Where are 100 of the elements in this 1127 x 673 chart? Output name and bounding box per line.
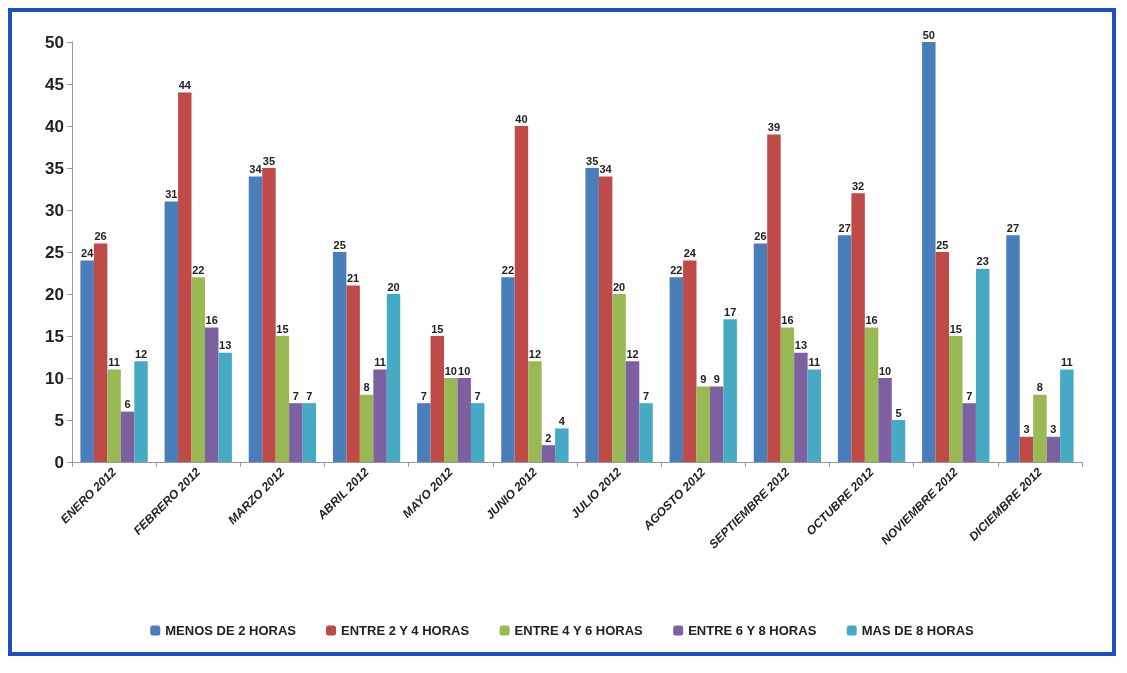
- data-label: 11: [1061, 356, 1073, 369]
- data-label: 26: [94, 230, 107, 243]
- data-label: 7: [642, 389, 650, 402]
- data-label: 11: [808, 356, 821, 369]
- bar: [1046, 436, 1061, 462]
- data-label: 12: [528, 347, 542, 360]
- data-label: 40: [515, 112, 528, 125]
- data-label: 26: [754, 230, 767, 243]
- legend-label: MENOS DE 2 HORAS: [165, 623, 297, 638]
- data-label: 12: [134, 347, 148, 360]
- data-label: 2: [545, 431, 552, 444]
- bar: [1033, 394, 1047, 462]
- y-tick-label: 40: [45, 116, 64, 136]
- data-label: 4: [558, 414, 566, 427]
- data-label: 3: [1050, 423, 1057, 436]
- bar: [302, 403, 317, 462]
- bar: [807, 369, 822, 462]
- bar: [359, 394, 374, 462]
- bar: [541, 445, 556, 462]
- bar: [332, 252, 347, 462]
- bar: [1019, 436, 1034, 462]
- bar: [780, 327, 795, 462]
- bar: [528, 361, 542, 462]
- data-label: 44: [178, 78, 192, 91]
- data-label: 11: [108, 356, 120, 369]
- bar: [430, 336, 445, 462]
- data-label: 24: [683, 246, 697, 259]
- bar: [275, 336, 290, 462]
- bar: [417, 403, 431, 462]
- bar: [204, 327, 219, 462]
- data-label: 6: [124, 398, 131, 411]
- bar: [248, 176, 263, 462]
- bar: [514, 126, 529, 462]
- bar: [837, 235, 852, 462]
- bar: [794, 352, 808, 462]
- bar: [723, 319, 737, 462]
- bar: [164, 201, 179, 462]
- bar: [696, 386, 710, 462]
- bar: [1060, 369, 1074, 462]
- data-label: 34: [249, 162, 263, 175]
- data-label: 25: [333, 238, 346, 251]
- data-label: 27: [838, 221, 851, 234]
- data-label: 7: [292, 389, 299, 402]
- bar: [501, 277, 515, 462]
- bar: [753, 243, 768, 462]
- legend-label: MAS DE 8 HORAS: [861, 623, 975, 638]
- legend-label: ENTRE 6 Y 8 HORAS: [688, 623, 817, 638]
- data-label: 9: [700, 372, 707, 385]
- data-label: 9: [713, 372, 720, 385]
- data-label: 11: [374, 356, 386, 369]
- y-tick-label: 35: [45, 158, 64, 178]
- data-label: 8: [1036, 381, 1043, 394]
- bar: [373, 369, 387, 462]
- data-label: 25: [936, 238, 949, 251]
- data-label: 8: [363, 381, 370, 394]
- data-label: 3: [1023, 423, 1030, 436]
- bar: [93, 243, 108, 462]
- data-label: 34: [599, 162, 613, 175]
- bar: [709, 386, 724, 462]
- data-label: 15: [949, 322, 962, 335]
- data-label: 27: [1006, 221, 1020, 234]
- legend-label: ENTRE 4 Y 6 HORAS: [514, 623, 644, 638]
- bar: [864, 327, 879, 462]
- data-label: 35: [262, 154, 276, 167]
- y-tick-label: 30: [45, 200, 64, 220]
- y-tick-label: 20: [45, 284, 64, 304]
- bar: [120, 411, 135, 462]
- data-label: 16: [781, 314, 794, 327]
- data-label: 15: [431, 322, 444, 335]
- bar: [218, 352, 232, 462]
- bar: [444, 378, 458, 462]
- bar: [975, 268, 990, 462]
- data-label: 23: [976, 255, 989, 268]
- bar: [639, 403, 653, 462]
- data-label: 13: [794, 339, 808, 352]
- y-tick-label: 15: [45, 326, 64, 346]
- data-label: 10: [878, 364, 892, 377]
- data-label: 20: [387, 280, 400, 293]
- data-label: 12: [626, 347, 639, 360]
- y-tick-label: 5: [54, 410, 64, 430]
- data-label: 7: [966, 389, 973, 402]
- bar: [598, 176, 613, 462]
- bar: [457, 378, 471, 462]
- bar: [555, 428, 569, 462]
- data-label: 22: [501, 263, 515, 276]
- data-label: 16: [865, 314, 878, 327]
- bar: [289, 403, 303, 462]
- data-label: 24: [81, 246, 95, 259]
- data-label: 7: [474, 389, 481, 402]
- bar: [962, 403, 976, 462]
- data-label: 39: [767, 120, 781, 133]
- bar: [891, 420, 906, 462]
- bar: [851, 193, 865, 462]
- data-label: 32: [851, 179, 865, 192]
- data-label: 17: [724, 305, 737, 318]
- bar: [935, 252, 950, 462]
- y-tick-label: 0: [54, 452, 64, 472]
- data-label: 50: [922, 28, 935, 41]
- bar: [346, 285, 360, 462]
- y-tick-label: 25: [45, 242, 64, 262]
